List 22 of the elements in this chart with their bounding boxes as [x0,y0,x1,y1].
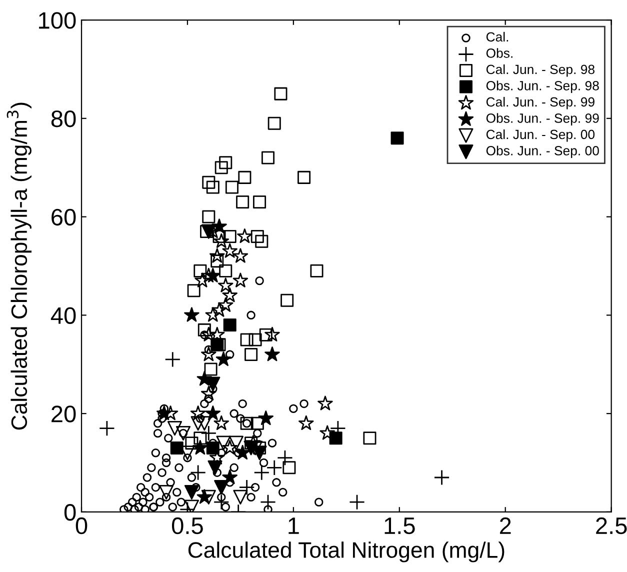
legend-label: Obs. Jun. - Sep. 00 [486,146,599,158]
y-tick-label: 0 [64,504,76,521]
legend-label: Cal. [486,32,508,42]
x-tick-label: 2.5 [596,517,627,534]
y-axis-title: Calculated Chlorophyll-a (mg/m$^{3}$) [6,102,32,430]
legend-label: Cal. Jun. - Sep. 98 [486,64,594,77]
y-tick-label: 80 [51,110,76,128]
x-axis-title: Calculated Total Nitrogen (mg/L) [188,542,504,562]
x-tick-label: 0 [76,517,88,534]
legend-label: Cal. Jun. - Sep. 99 [486,96,594,110]
y-tick-label: 60 [52,208,76,226]
legend-label: Obs. Jun. - Sep. 98 [486,80,599,93]
y-tick-label: 20 [52,406,76,422]
legend-label: Obs. Jun. - Sep. 99 [486,113,599,126]
x-tick-label: 0.5 [172,517,203,534]
x-tick-label: 1.5 [384,518,415,534]
y-tick-label: 40 [50,307,76,324]
x-tick-label: 2 [500,517,511,534]
x-tick-label: 1 [288,518,299,534]
legend-label: Cal. Jun. - Sep. 00 [486,129,595,142]
legend-label: Obs. [486,48,512,58]
y-tick-label: 100 [39,12,76,29]
